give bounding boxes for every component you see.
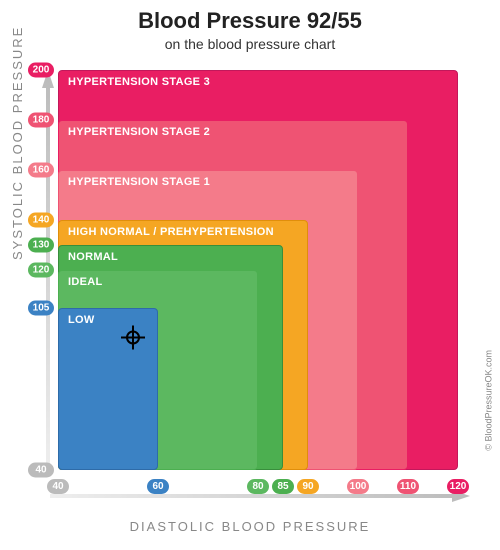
x-axis-label: DIASTOLIC BLOOD PRESSURE xyxy=(0,519,500,534)
y-axis-label: SYSTOLIC BLOOD PRESSURE xyxy=(10,26,25,260)
x-tick: 110 xyxy=(397,479,419,494)
x-tick: 40 xyxy=(47,479,69,494)
x-tick: 60 xyxy=(147,479,169,494)
y-tick: 40 xyxy=(28,463,54,478)
x-tick: 120 xyxy=(447,479,469,494)
title-block: Blood Pressure 92/55 on the blood pressu… xyxy=(0,0,500,52)
y-tick: 105 xyxy=(28,300,54,315)
chart-subtitle: on the blood pressure chart xyxy=(0,36,500,52)
zone-label: HYPERTENSION STAGE 2 xyxy=(68,126,210,138)
x-tick: 85 xyxy=(272,479,294,494)
y-tick: 140 xyxy=(28,213,54,228)
zone-label: IDEAL xyxy=(68,276,103,288)
zone-label: HIGH NORMAL / PREHYPERTENSION xyxy=(68,226,274,238)
y-tick: 120 xyxy=(28,263,54,278)
y-tick: 200 xyxy=(28,63,54,78)
chart-title: Blood Pressure 92/55 xyxy=(0,8,500,34)
bp-chart: HYPERTENSION STAGE 3 HYPERTENSION STAGE 2… xyxy=(58,70,458,470)
zone-label: LOW xyxy=(68,314,95,326)
y-tick: 160 xyxy=(28,163,54,178)
zone-label: NORMAL xyxy=(68,251,118,263)
x-tick: 80 xyxy=(247,479,269,494)
x-tick: 100 xyxy=(347,479,369,494)
y-tick: 130 xyxy=(28,238,54,253)
x-tick: 90 xyxy=(297,479,319,494)
zone-label: HYPERTENSION STAGE 1 xyxy=(68,176,210,188)
zone-label: HYPERTENSION STAGE 3 xyxy=(68,76,210,88)
y-tick: 180 xyxy=(28,113,54,128)
copyright-text: © BloodPressureOK.com xyxy=(484,350,494,451)
zone-low xyxy=(58,308,158,471)
